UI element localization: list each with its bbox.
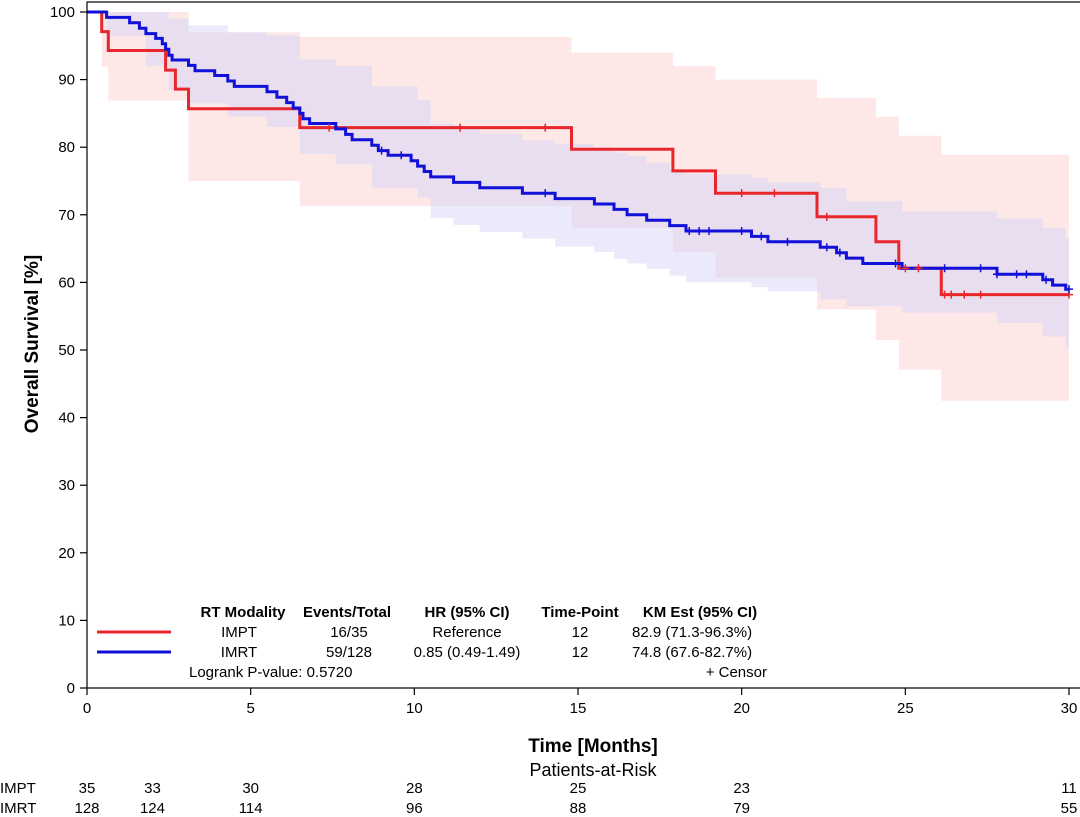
y-tick-label: 0 bbox=[67, 680, 75, 697]
censor-mark-impt bbox=[976, 290, 985, 299]
risk-row-label: IMRT bbox=[0, 800, 36, 817]
censor-mark-impt bbox=[325, 123, 334, 132]
legend-header: HR (95% CI) bbox=[424, 604, 509, 621]
legend-timepoint: 12 bbox=[572, 644, 589, 661]
risk-count: 79 bbox=[733, 800, 750, 817]
legend-events: 59/128 bbox=[326, 644, 372, 661]
legend-modality: IMPT bbox=[221, 624, 257, 641]
risk-table-title: Patients-at-Risk bbox=[529, 760, 657, 780]
y-tick-label: 20 bbox=[58, 545, 75, 562]
risk-count: 128 bbox=[74, 800, 99, 817]
censor-mark-impt bbox=[737, 189, 746, 198]
x-tick-label: 25 bbox=[897, 700, 914, 717]
censor-marks bbox=[325, 123, 1073, 299]
legend-timepoint: 12 bbox=[572, 624, 589, 641]
risk-count: 35 bbox=[79, 780, 96, 797]
censor-mark-impt bbox=[914, 264, 923, 273]
censor-mark-imrt bbox=[757, 232, 766, 241]
censor-mark-imrt bbox=[1012, 270, 1021, 279]
censor-mark-impt bbox=[947, 290, 956, 299]
y-tick-label: 50 bbox=[58, 342, 75, 359]
censor-mark-imrt bbox=[704, 227, 713, 236]
confidence-bands bbox=[87, 12, 1069, 401]
legend-hr: Reference bbox=[432, 624, 501, 641]
x-tick-label: 30 bbox=[1061, 700, 1078, 717]
y-tick-label: 100 bbox=[50, 4, 75, 21]
x-tick-label: 20 bbox=[733, 700, 750, 717]
y-tick-label: 40 bbox=[58, 410, 75, 427]
y-tick-label: 60 bbox=[58, 274, 75, 291]
censor-mark-impt bbox=[822, 212, 831, 221]
legend-events: 16/35 bbox=[330, 624, 368, 641]
y-axis-label: Overall Survival [%] bbox=[22, 255, 43, 433]
patients-at-risk-table: Patients-at-Risk IMPT 35 33 30 28 25 23 11 IMRT 1… bbox=[0, 760, 1077, 817]
risk-count: 55 bbox=[1061, 800, 1078, 817]
censor-mark-impt bbox=[901, 264, 910, 273]
legend-header: KM Est (95% CI) bbox=[643, 604, 757, 621]
plot-frame bbox=[86, 1, 1080, 689]
km-curve-impt bbox=[87, 10, 1069, 297]
censor-mark-impt bbox=[770, 189, 779, 198]
censor-mark-imrt bbox=[1042, 275, 1051, 284]
censor-mark-imrt bbox=[940, 264, 949, 273]
censor-mark-impt bbox=[960, 290, 969, 299]
censor-mark-imrt bbox=[685, 227, 694, 236]
y-tick-label: 10 bbox=[58, 612, 75, 629]
risk-count: 23 bbox=[733, 780, 750, 797]
censor-mark-imrt bbox=[1065, 285, 1073, 294]
risk-count: 33 bbox=[144, 780, 161, 797]
ci-band-imrt bbox=[87, 12, 1069, 347]
risk-count: 124 bbox=[140, 800, 165, 817]
censor-mark-imrt bbox=[541, 189, 550, 198]
risk-count: 114 bbox=[239, 800, 263, 817]
legend-logrank: Logrank P-value: 0.5720 bbox=[189, 664, 352, 681]
axes: 0 10 20 30 40 50 60 70 80 90 100 0 5 10 15 20 25 30 bbox=[50, 1, 1080, 717]
x-tick-label: 5 bbox=[246, 700, 254, 717]
y-tick-label: 70 bbox=[58, 207, 75, 224]
legend-km-estimate: 74.8 (67.6-82.7%) bbox=[632, 644, 752, 661]
legend-header: Events/Total bbox=[303, 604, 391, 621]
censor-mark-imrt bbox=[695, 227, 704, 236]
risk-count: 25 bbox=[570, 780, 587, 797]
y-tick-label: 80 bbox=[58, 139, 75, 156]
risk-count: 28 bbox=[406, 780, 423, 797]
x-tick-label: 10 bbox=[406, 700, 423, 717]
legend-header: Time-Point bbox=[541, 604, 618, 621]
censor-mark-imrt bbox=[783, 237, 792, 246]
legend-modality: IMRT bbox=[221, 644, 257, 661]
y-tick-label: 30 bbox=[58, 477, 75, 494]
censor-mark-imrt bbox=[1022, 270, 1031, 279]
censor-mark-impt bbox=[456, 123, 465, 132]
censor-mark-impt bbox=[541, 123, 550, 132]
legend-censor-label: + Censor bbox=[706, 664, 767, 681]
risk-count: 88 bbox=[570, 800, 587, 817]
risk-count: 96 bbox=[406, 800, 423, 817]
censor-mark-imrt bbox=[891, 259, 900, 268]
censor-mark-imrt bbox=[822, 243, 831, 252]
censor-mark-imrt bbox=[992, 270, 1001, 279]
censor-mark-imrt bbox=[976, 264, 985, 273]
legend: RT Modality Events/Total HR (95% CI) Time-P… bbox=[97, 604, 767, 681]
risk-count: 30 bbox=[242, 780, 259, 797]
legend-header: RT Modality bbox=[201, 604, 287, 621]
risk-row-label: IMPT bbox=[0, 780, 36, 797]
censor-mark-imrt bbox=[397, 151, 406, 160]
x-tick-label: 0 bbox=[83, 700, 91, 717]
risk-count: 11 bbox=[1061, 780, 1077, 797]
censor-mark-imrt bbox=[377, 146, 386, 155]
legend-km-estimate: 82.9 (71.3-96.3%) bbox=[632, 624, 752, 641]
censor-mark-imrt bbox=[835, 248, 844, 257]
censor-mark-imrt bbox=[737, 227, 746, 236]
x-axis-label: Time [Months] bbox=[528, 736, 657, 757]
legend-hr: 0.85 (0.49-1.49) bbox=[414, 644, 521, 661]
x-tick-label: 15 bbox=[570, 700, 587, 717]
y-tick-label: 90 bbox=[58, 72, 75, 89]
